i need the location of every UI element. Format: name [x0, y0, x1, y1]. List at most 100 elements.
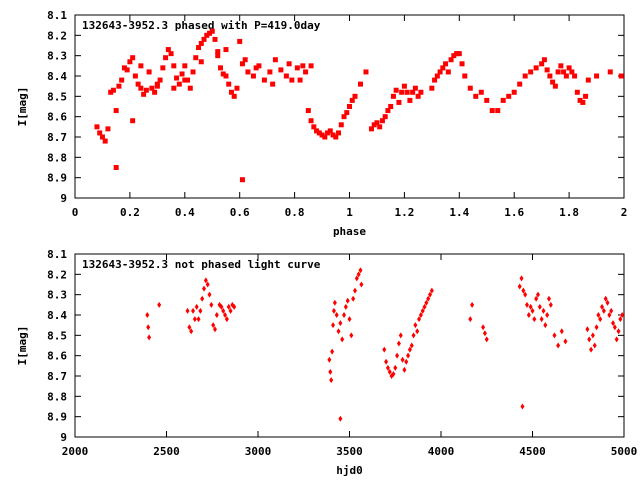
y-tick-label: 8.7 [47, 131, 67, 144]
data-point [105, 126, 111, 132]
data-point [437, 69, 443, 75]
data-point [267, 69, 273, 75]
data-point [336, 130, 342, 136]
data-point [319, 132, 325, 138]
data-point [520, 403, 525, 410]
data-point [219, 303, 224, 310]
data-point [404, 89, 410, 95]
data-point [616, 328, 621, 335]
data-point [342, 312, 347, 318]
data-point [354, 275, 359, 282]
data-point [387, 368, 392, 375]
data-point [182, 77, 188, 83]
data-point [132, 73, 138, 79]
data-point [548, 301, 553, 308]
data-point [589, 346, 594, 353]
data-point [467, 85, 473, 91]
data-point [198, 307, 203, 314]
data-point [363, 69, 369, 75]
data-point [351, 295, 356, 302]
y-tick-label: 8.6 [47, 111, 67, 124]
data-point [374, 120, 380, 126]
data-point [525, 301, 530, 308]
data-point [393, 87, 399, 93]
data-point [609, 307, 614, 314]
data-point [214, 312, 219, 318]
data-point [200, 295, 205, 302]
data-point [207, 291, 212, 298]
data-point [303, 69, 309, 75]
data-point [541, 57, 547, 63]
data-point [440, 65, 446, 71]
data-point [116, 83, 122, 89]
data-point [456, 51, 462, 57]
data-point [459, 61, 465, 67]
data-point [205, 281, 210, 288]
data-point [327, 128, 333, 134]
data-point [149, 85, 155, 91]
data-point [598, 316, 603, 323]
data-point [484, 336, 489, 343]
data-point [592, 342, 597, 349]
data-point [345, 297, 350, 304]
data-point [587, 336, 592, 343]
x-tick-label: 3500 [336, 445, 363, 458]
data-point [305, 108, 311, 114]
data-point [209, 301, 214, 308]
data-point [331, 322, 336, 329]
data-point [473, 93, 479, 99]
data-point [286, 61, 292, 67]
data-point [283, 73, 289, 79]
data-point [401, 83, 407, 89]
data-point [130, 55, 136, 61]
y-tick-label: 8.3 [47, 289, 67, 302]
data-point [130, 118, 136, 124]
data-point [124, 67, 130, 73]
data-point [601, 307, 606, 314]
data-point [607, 312, 612, 318]
data-point [445, 69, 451, 75]
data-point [420, 307, 425, 314]
data-point [357, 81, 363, 87]
y-tick-label: 9 [60, 192, 67, 205]
data-point [316, 130, 322, 136]
data-point [237, 38, 243, 44]
data-point [611, 320, 616, 327]
phased-light-curve-panel: 0 0.2 0.4 0.6 0.8 1 1.2 1.4 1.6 1.8 2 8.1 8.2 8.3 8.4 8… [16, 9, 627, 238]
data-point [577, 97, 583, 103]
data-point [253, 65, 259, 71]
y-tick-label: 8.4 [47, 309, 67, 322]
data-point [189, 328, 194, 335]
x-tick-label: 0 [72, 206, 79, 219]
x-tick-label: 2 [621, 206, 628, 219]
data-point [185, 307, 190, 314]
data-point [328, 368, 333, 375]
data-point [594, 324, 599, 331]
data-point [489, 108, 495, 114]
data-point [382, 114, 388, 120]
data-point [511, 89, 517, 95]
x-axis-label: hjd0 [336, 464, 363, 477]
data-point [330, 348, 335, 355]
data-point [192, 316, 197, 323]
data-point [108, 89, 114, 95]
data-point [347, 104, 352, 109]
data-point [407, 97, 413, 103]
data-point [201, 36, 207, 42]
data-point [343, 303, 348, 310]
data-point [113, 165, 119, 170]
data-point [432, 77, 438, 83]
data-point [569, 69, 575, 75]
data-point [250, 73, 256, 79]
data-point [391, 370, 396, 377]
data-point [384, 358, 389, 365]
data-point [194, 303, 199, 310]
data-point [590, 332, 595, 339]
data-point [272, 57, 278, 63]
data-point [297, 77, 303, 83]
data-point [411, 332, 416, 339]
data-point [349, 97, 355, 103]
data-point [190, 69, 196, 75]
plot-frame [74, 253, 625, 438]
